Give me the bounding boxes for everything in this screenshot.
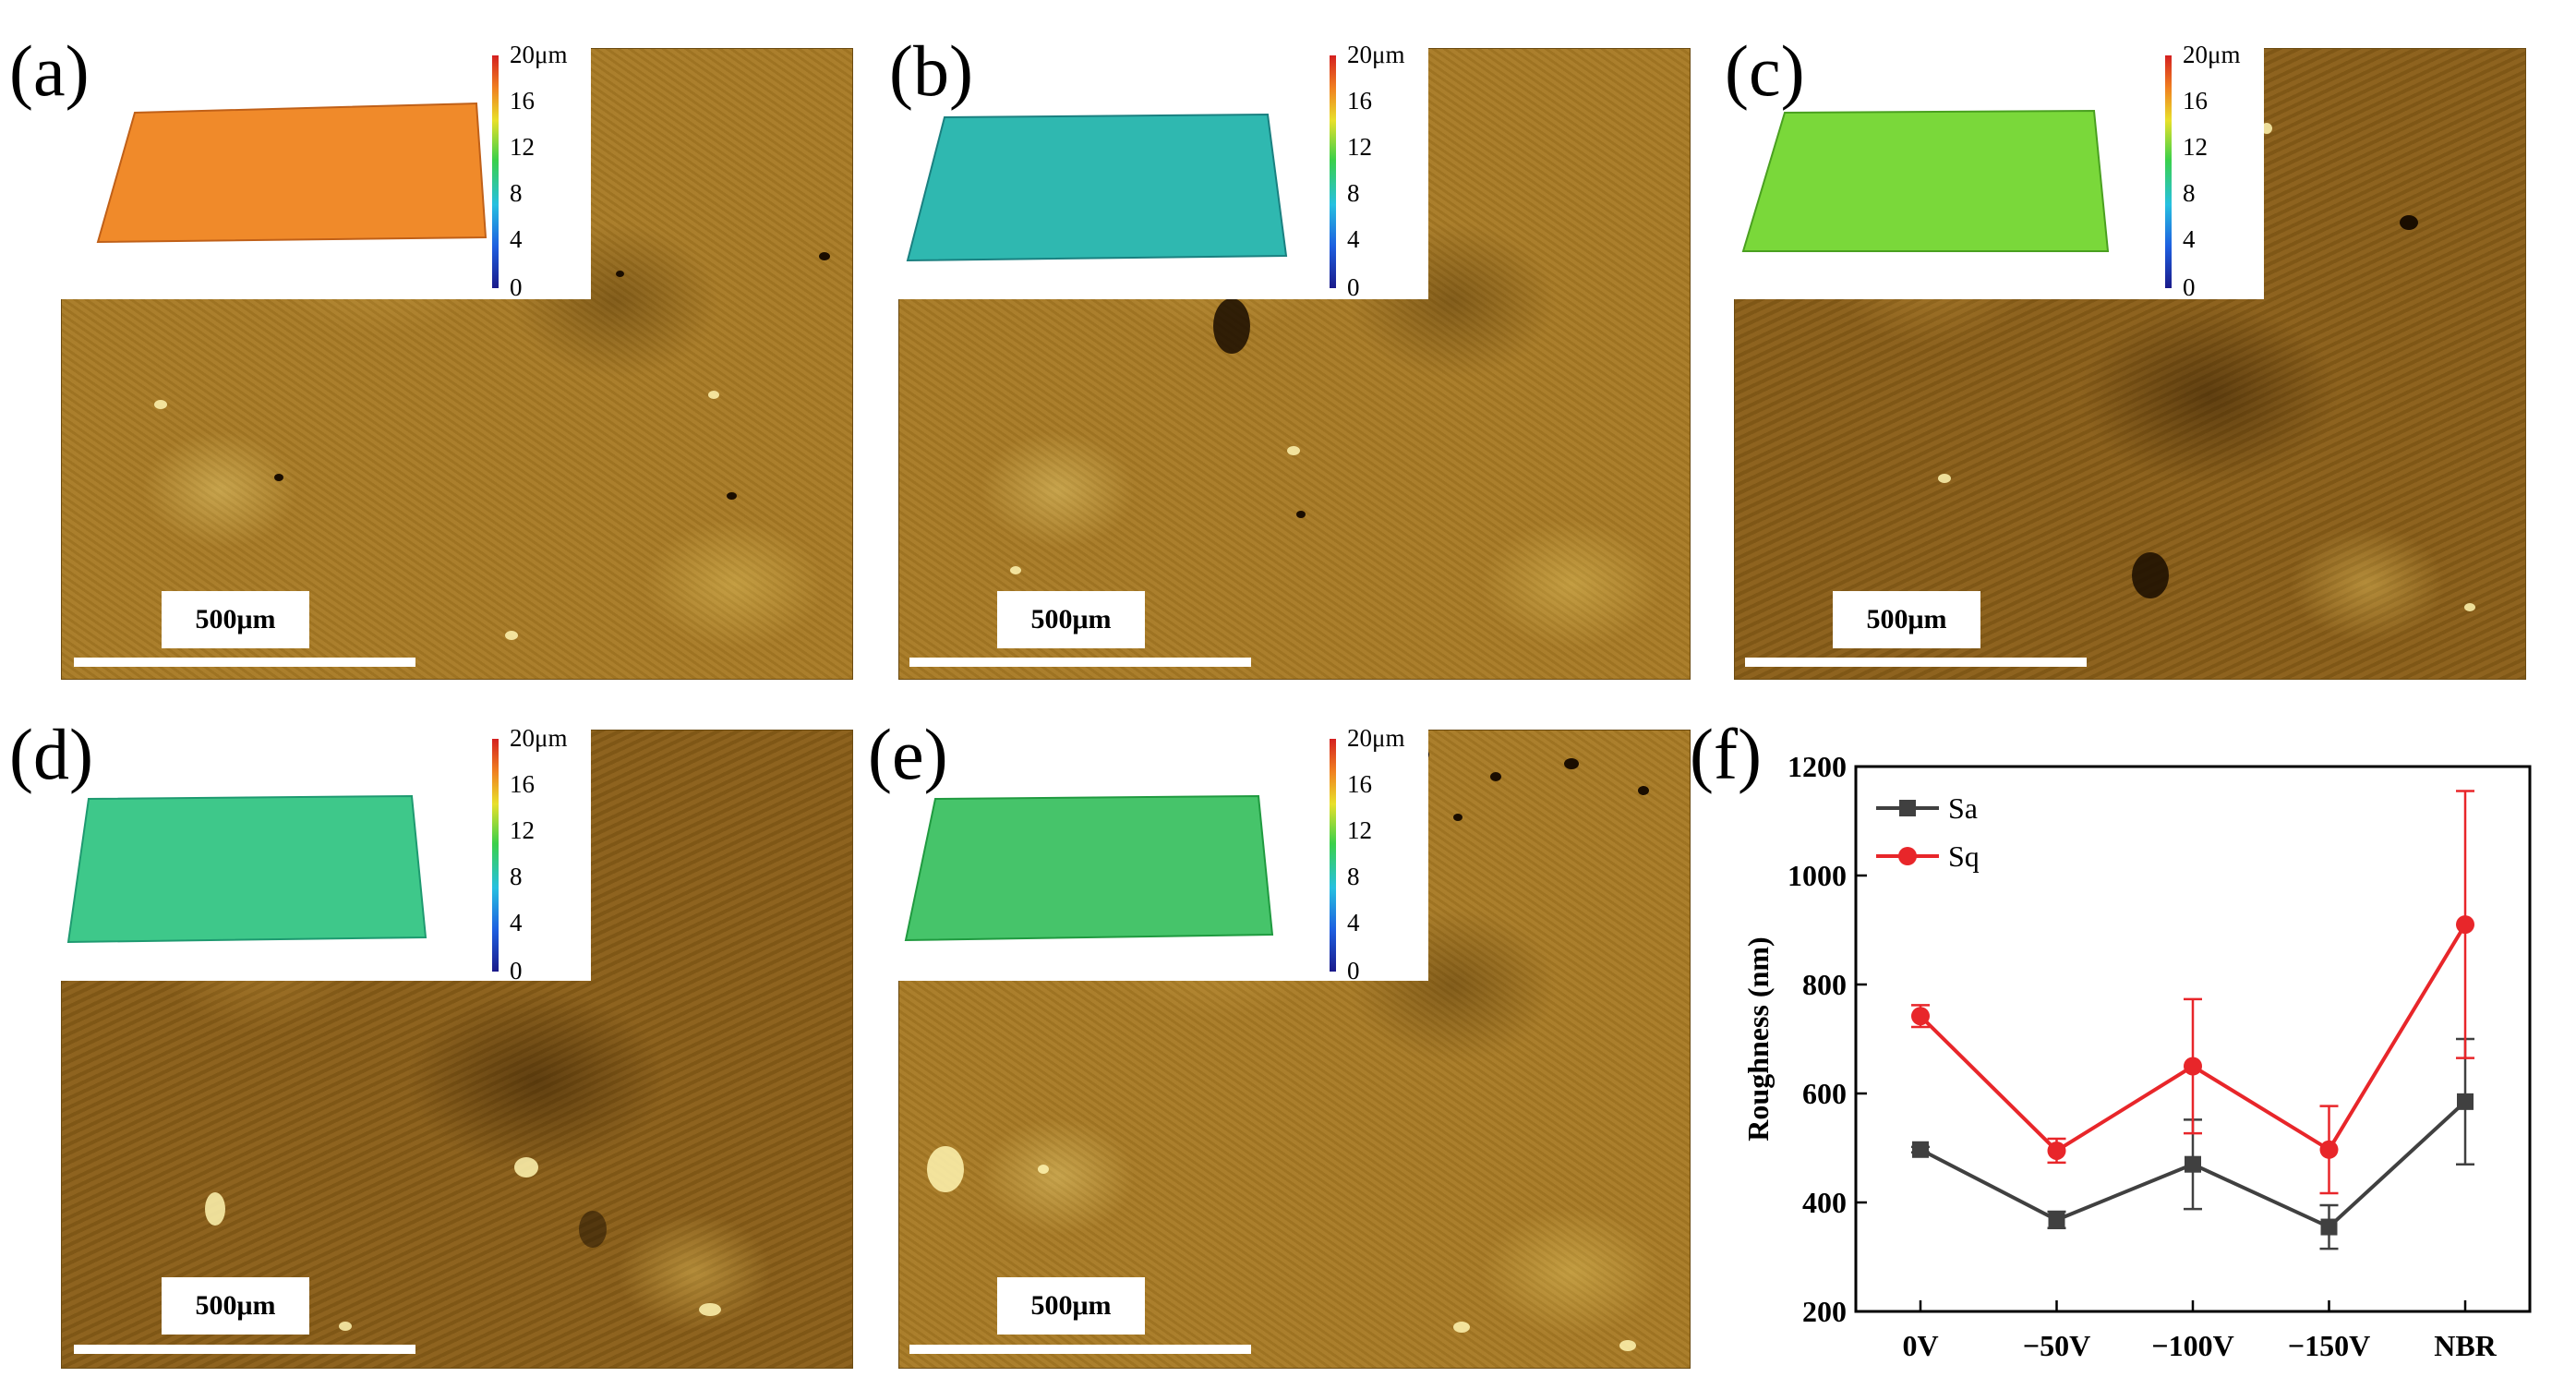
panel-label-c: (c) xyxy=(1725,30,1805,111)
x-tick-label: 0V xyxy=(1902,1329,1938,1362)
chart-plot-area xyxy=(1911,790,2474,1250)
colorbar-b xyxy=(1330,55,1336,288)
surface-plot-c xyxy=(1741,109,2110,252)
chart-legend: Sa Sq xyxy=(1876,791,1980,873)
data-point-sq xyxy=(2047,1141,2066,1160)
panel-label-f: (f) xyxy=(1690,714,1762,794)
colorbar-a xyxy=(492,55,499,288)
y-tick-label: 1200 xyxy=(1788,750,1847,783)
data-point-sa xyxy=(2185,1155,2201,1173)
chart-axes: 200 400 600 800 1000 1200 0V −50V −100V −150V NBR R… xyxy=(1741,750,2532,1362)
scale-label-b: 500μm xyxy=(997,591,1145,648)
panel-label-a: (a) xyxy=(9,30,90,111)
colorbar-c xyxy=(2165,55,2172,288)
scale-label-c: 500μm xyxy=(1833,591,1980,648)
y-tick-label: 1000 xyxy=(1788,859,1847,892)
scale-bar-c xyxy=(1745,658,2087,667)
legend-label: Sq xyxy=(1948,839,1980,873)
scale-bar-e xyxy=(909,1345,1251,1354)
x-tick-label: NBR xyxy=(2434,1329,2497,1362)
scale-bar-a xyxy=(74,658,415,667)
roughness-chart: 200 400 600 800 1000 1200 0V −50V −100V −150V NBR R… xyxy=(1741,750,2532,1362)
data-point-sq xyxy=(1911,1007,1930,1026)
surface-plot-d xyxy=(66,794,427,944)
data-point-sq xyxy=(2184,1057,2202,1076)
surface-plot-e xyxy=(904,794,1274,942)
panel-label-d: (d) xyxy=(9,714,93,794)
panel-label-e: (e) xyxy=(868,714,948,794)
legend-marker xyxy=(1899,800,1916,816)
colorbar-e xyxy=(1330,739,1336,972)
data-point-sq xyxy=(2456,915,2474,935)
data-point-sa xyxy=(1912,1141,1929,1158)
y-axis-label: Roughness (nm) xyxy=(1741,936,1775,1141)
surface-plot-a xyxy=(96,102,488,244)
scale-bar-d xyxy=(74,1345,415,1354)
x-tick-label: −150V xyxy=(2288,1329,2370,1362)
x-tick-label: −50V xyxy=(2023,1329,2090,1362)
data-point-sq xyxy=(2319,1140,2339,1159)
x-tick-label: −100V xyxy=(2151,1329,2233,1362)
y-tick-label: 600 xyxy=(1802,1077,1847,1110)
panel-label-b: (b) xyxy=(889,30,973,111)
surface-plot-b xyxy=(906,113,1288,262)
data-point-sa xyxy=(2457,1093,2474,1110)
data-point-sa xyxy=(2320,1218,2338,1236)
data-point-sa xyxy=(2048,1211,2065,1228)
legend-marker xyxy=(1898,847,1917,865)
scale-label-d: 500μm xyxy=(162,1277,309,1335)
scale-label-e: 500μm xyxy=(997,1277,1145,1335)
y-tick-label: 800 xyxy=(1802,968,1847,1001)
scale-bar-b xyxy=(909,658,1251,667)
colorbar-d xyxy=(492,739,499,972)
y-tick-label: 400 xyxy=(1802,1186,1847,1219)
y-tick-label: 200 xyxy=(1802,1295,1847,1328)
legend-label: Sa xyxy=(1948,791,1978,825)
scale-label-a: 500μm xyxy=(162,591,309,648)
